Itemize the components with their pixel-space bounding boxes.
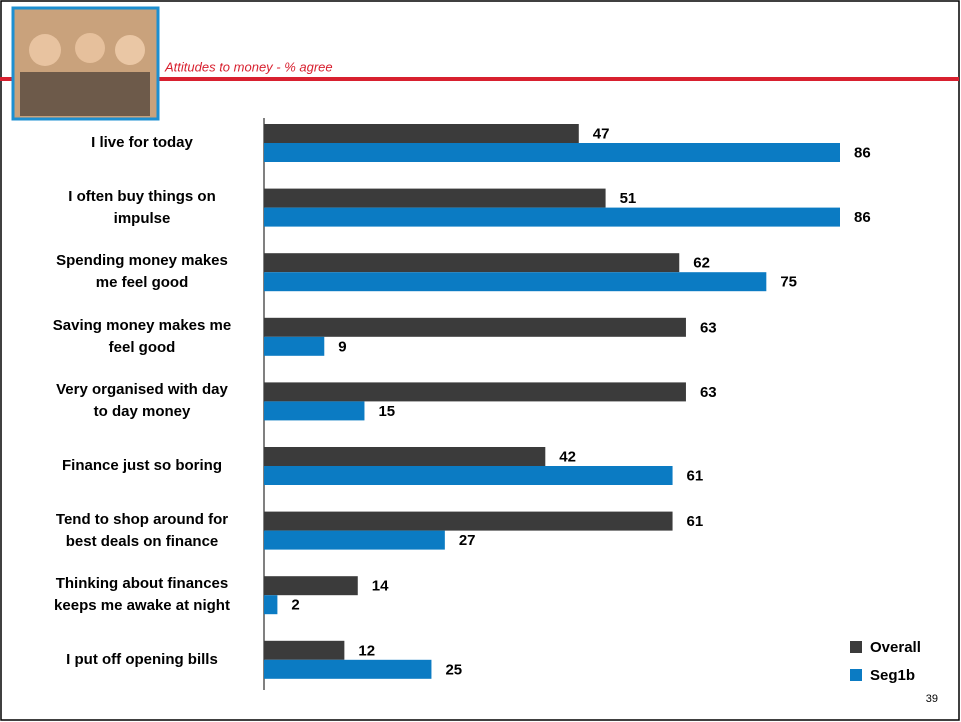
bar — [264, 143, 840, 162]
value-label: 61 — [687, 467, 704, 484]
value-label: 9 — [338, 338, 346, 355]
category-label: I often buy things on impulse — [68, 187, 216, 227]
value-label: 62 — [693, 255, 710, 272]
bar — [264, 530, 445, 550]
value-label: 14 — [372, 578, 389, 595]
value-label: 27 — [459, 532, 476, 549]
category-label: Tend to shop around for best deals on fi… — [55, 510, 229, 550]
value-label: 86 — [854, 209, 871, 226]
bar — [264, 317, 686, 337]
value-label: 51 — [620, 190, 637, 207]
page-number: 39 — [926, 693, 938, 705]
value-label: 2 — [291, 597, 299, 614]
value-label: 86 — [854, 144, 871, 161]
value-label: 12 — [358, 642, 375, 659]
bar — [264, 401, 365, 421]
category-label: Finance just so boring — [61, 457, 222, 474]
legend-swatch — [850, 669, 862, 681]
bar — [264, 272, 767, 292]
chart-title: Attitudes to money - % agree — [164, 59, 333, 74]
value-label: 15 — [378, 403, 395, 420]
bar — [264, 640, 345, 660]
category-label: Spending money makes me feel good — [56, 252, 228, 292]
photo-bodies — [20, 72, 150, 116]
bar — [264, 124, 579, 143]
category-label: Saving money makes me feel good — [52, 316, 232, 356]
value-label: 75 — [780, 274, 797, 291]
value-label: 42 — [559, 448, 576, 465]
legend-label: Overall — [870, 639, 921, 656]
category-label: I put off opening bills — [66, 650, 218, 668]
value-label: 63 — [700, 319, 717, 336]
red-rule — [0, 77, 959, 81]
bar — [264, 466, 673, 485]
category-label: Thinking about finances keeps me awake a… — [54, 575, 230, 615]
bar — [264, 188, 606, 208]
bar — [264, 576, 358, 596]
bar — [264, 595, 278, 615]
bar — [264, 447, 546, 466]
value-label: 63 — [700, 384, 717, 401]
bar — [264, 253, 680, 273]
legend-label: Seg1b — [870, 667, 915, 684]
photo-face — [29, 34, 61, 66]
value-label: 25 — [445, 661, 462, 678]
legend-swatch — [850, 641, 862, 653]
bar — [264, 511, 673, 531]
bar — [264, 659, 432, 679]
value-label: 47 — [593, 125, 610, 142]
bar — [264, 336, 325, 356]
bar — [264, 207, 840, 227]
bar — [264, 382, 686, 402]
category-label: Very organised with day to day money — [56, 381, 228, 421]
photo-face — [115, 35, 145, 65]
value-label: 61 — [687, 513, 704, 530]
category-label: I live for today — [91, 134, 193, 151]
photo-face — [75, 33, 105, 63]
